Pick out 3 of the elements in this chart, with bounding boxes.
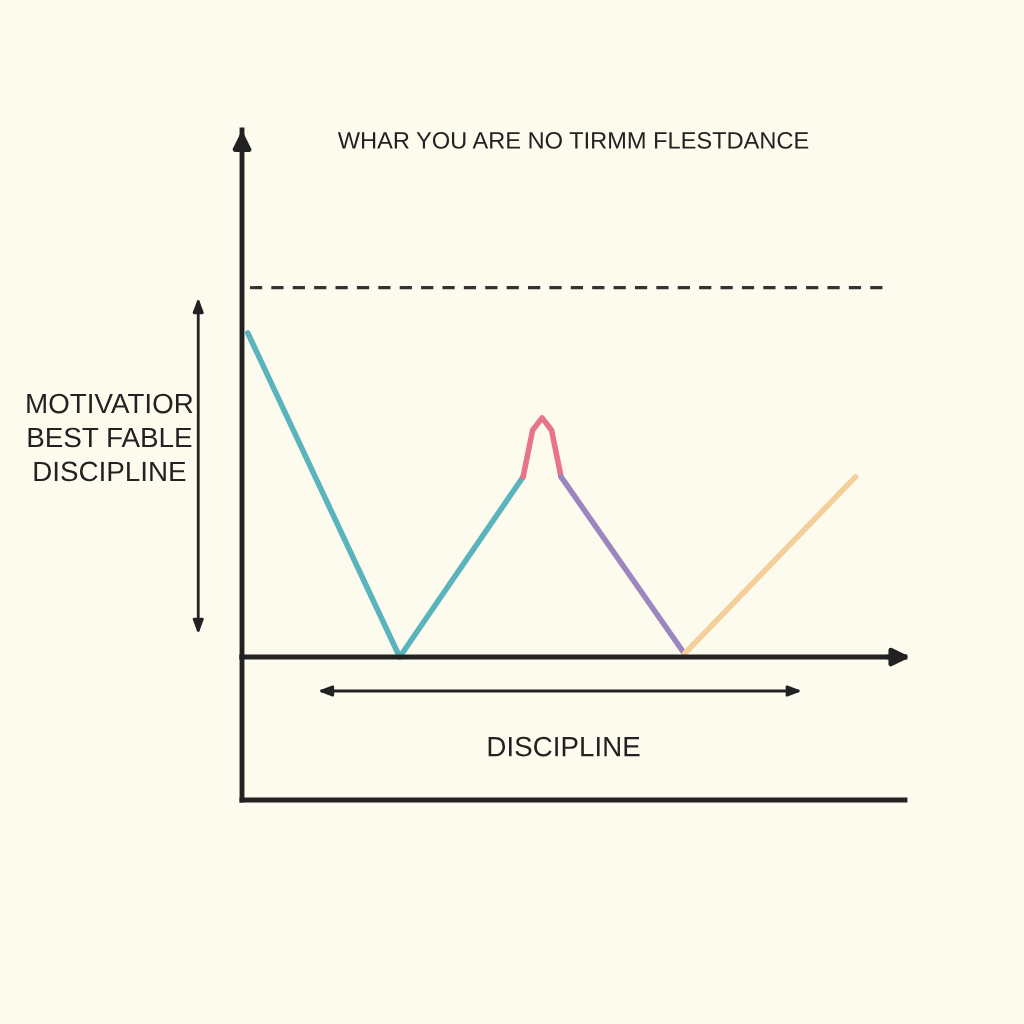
y-axis-title: MOTIVATIOR BEST FABLE DISCIPLINE (27, 393, 193, 482)
x-axis-title: DISCIPLINE (488, 736, 640, 757)
chart-title: WHAR YOU ARE NO TIRMM FLESTDANCE (337, 132, 809, 149)
